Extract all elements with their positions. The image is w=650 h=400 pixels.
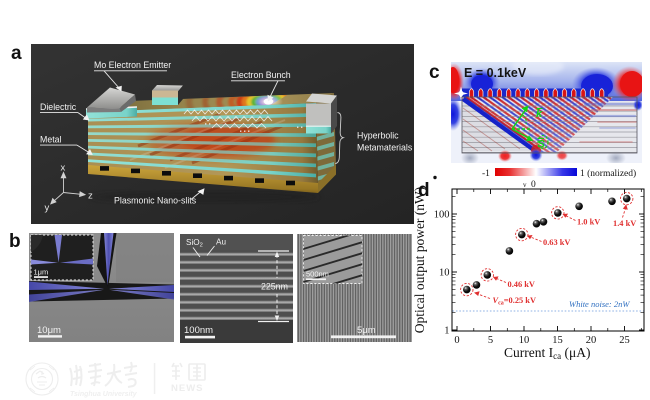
svg-text:b: b xyxy=(9,231,21,252)
svg-text:z: z xyxy=(88,191,93,202)
svg-text:1 (normalized): 1 (normalized) xyxy=(580,168,636,179)
svg-text:10: 10 xyxy=(519,335,530,346)
svg-text:10: 10 xyxy=(439,268,450,279)
svg-text:a: a xyxy=(11,43,22,64)
svg-text:20: 20 xyxy=(586,335,597,346)
svg-text:NEWS: NEWS xyxy=(171,383,204,394)
svg-text:0.63 kV: 0.63 kV xyxy=(543,238,570,247)
svg-text:d: d xyxy=(418,180,430,201)
svg-text:1: 1 xyxy=(444,326,449,337)
svg-text:Mo Electron Emitter: Mo Electron Emitter xyxy=(94,60,171,70)
svg-text:-1: -1 xyxy=(482,169,490,179)
svg-text:25: 25 xyxy=(619,335,630,346)
svg-text:0.46 kV: 0.46 kV xyxy=(508,280,535,289)
svg-text:15: 15 xyxy=(552,335,563,346)
svg-text:1.0 kV: 1.0 kV xyxy=(577,218,600,227)
svg-text:v: v xyxy=(523,181,527,189)
svg-text:5μm: 5μm xyxy=(357,325,376,336)
svg-text:E = 0.1keV: E = 0.1keV xyxy=(464,66,527,80)
svg-text:Current Ica (μA): Current Ica (μA) xyxy=(504,345,590,361)
svg-text:500nm: 500nm xyxy=(306,270,329,279)
svg-text:Optical output power (nW): Optical output power (nW) xyxy=(412,187,427,334)
svg-text:100: 100 xyxy=(434,210,450,221)
svg-text:Dielectric: Dielectric xyxy=(40,102,77,112)
svg-text:10μm: 10μm xyxy=(37,325,61,336)
svg-text:Metamaterials: Metamaterials xyxy=(357,143,413,153)
svg-text:225nm: 225nm xyxy=(261,282,288,292)
svg-text:0: 0 xyxy=(454,335,459,346)
svg-text:Plasmonic Nano-slits: Plasmonic Nano-slits xyxy=(114,196,197,206)
svg-text:S: S xyxy=(538,139,546,151)
svg-text:100nm: 100nm xyxy=(184,325,213,336)
svg-text:Vca=0.25 kV: Vca=0.25 kV xyxy=(493,296,537,307)
svg-text:1.4 kV: 1.4 kV xyxy=(613,219,636,228)
svg-text:Au: Au xyxy=(216,238,226,247)
svg-text:y: y xyxy=(45,203,50,214)
svg-text:x: x xyxy=(61,163,66,174)
svg-text:Metal: Metal xyxy=(40,135,62,145)
svg-text:5: 5 xyxy=(488,335,493,346)
svg-text:Tsinghua University: Tsinghua University xyxy=(70,391,138,398)
svg-text:1μm: 1μm xyxy=(34,268,49,277)
svg-text:Hyperbolic: Hyperbolic xyxy=(357,131,399,141)
svg-text:c: c xyxy=(429,62,440,83)
svg-text:SiO2: SiO2 xyxy=(186,238,203,249)
svg-text:k: k xyxy=(536,108,543,120)
svg-text:White noise: 2nW: White noise: 2nW xyxy=(569,299,630,309)
svg-text:Electron Bunch: Electron Bunch xyxy=(231,70,291,80)
svg-text:0: 0 xyxy=(531,180,536,190)
